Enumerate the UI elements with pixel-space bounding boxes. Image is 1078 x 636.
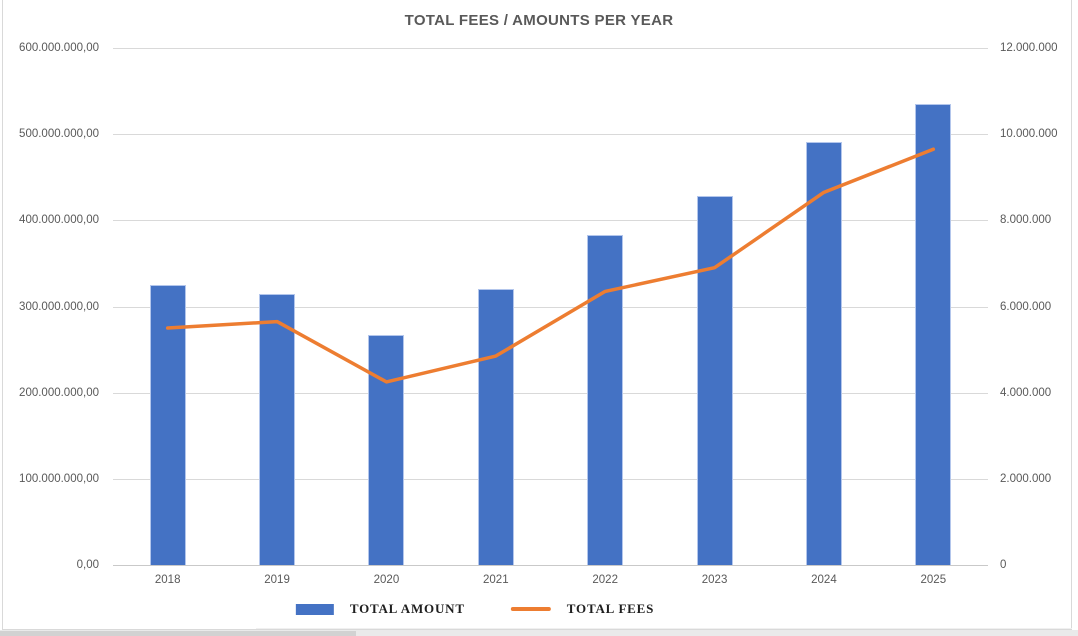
total-fees-line[interactable] — [165, 147, 936, 384]
bottom-strip — [0, 630, 1078, 636]
x-axis-tick-label-2019: 2019 — [264, 574, 290, 586]
bottom-strip-scrollbar[interactable] — [0, 631, 356, 636]
legend-item-total-fees[interactable]: TOTAL FEES — [510, 601, 655, 617]
y-axis-right-tick-label: 10.000.000 — [1000, 128, 1058, 141]
gridline — [113, 48, 988, 49]
bar-2020[interactable] — [368, 334, 405, 565]
gridline — [113, 134, 988, 136]
y-axis-right-tick-label: 6.000.000 — [1000, 300, 1052, 313]
legend-label-total-amount: TOTAL AMOUNT — [349, 601, 465, 616]
y-axis-left-tick-label: 200.000.000,00 — [19, 386, 99, 399]
bar-2024[interactable] — [805, 141, 842, 565]
gridline — [113, 220, 988, 222]
legend: TOTAL AMOUNT TOTAL FEES — [295, 601, 655, 617]
x-axis-tick-label-2025: 2025 — [920, 574, 947, 586]
x-axis-tick-label-2022: 2022 — [592, 574, 618, 586]
bar-2025[interactable] — [915, 104, 952, 565]
bar-2018[interactable] — [149, 284, 186, 565]
y-axis-left-tick-label: 400.000.000,00 — [19, 214, 99, 227]
y-axis-left-tick-label: 600.000.000,00 — [19, 42, 99, 54]
x-axis-tick-label-2021: 2021 — [483, 574, 509, 586]
window-edge-line — [256, 628, 1072, 629]
line-swatch-icon — [510, 606, 551, 612]
bar-swatch-icon — [295, 603, 334, 615]
y-axis-left-tick-label: 300.000.000,00 — [19, 300, 99, 313]
x-axis-tick-label-2020: 2020 — [373, 574, 400, 586]
x-axis-tick-label-2023: 2023 — [701, 574, 728, 586]
y-axis-left-tick-label: 500.000.000,00 — [19, 128, 99, 141]
bar-2019[interactable] — [259, 293, 296, 565]
gridline — [113, 306, 988, 308]
y-axis-right-tick-label: 8.000.000 — [1000, 214, 1052, 227]
y-axis-right-tick-label: 2.000.000 — [1000, 472, 1052, 485]
y-axis-right-tick-label: 4.000.000 — [1000, 386, 1052, 399]
x-axis-tick-label-2018: 2018 — [154, 574, 181, 586]
y-axis-right-tick-label: 12.000.000 — [1000, 42, 1058, 54]
legend-label-total-fees: TOTAL FEES — [566, 601, 655, 616]
gridline — [113, 392, 988, 394]
y-axis-left-tick-label: 0,00 — [76, 559, 99, 571]
gridline — [113, 478, 988, 480]
chart-title: TOTAL FEES / AMOUNTS PER YEAR — [404, 12, 674, 29]
x-axis-tick-label-2024: 2024 — [811, 574, 837, 586]
y-axis-left-tick-label: 100.000.000,00 — [19, 472, 99, 485]
legend-item-total-amount[interactable]: TOTAL AMOUNT — [295, 601, 465, 617]
bar-2021[interactable] — [477, 289, 514, 565]
x-axis-line — [113, 565, 988, 566]
y-axis-right-tick-label: 0 — [1000, 559, 1007, 571]
